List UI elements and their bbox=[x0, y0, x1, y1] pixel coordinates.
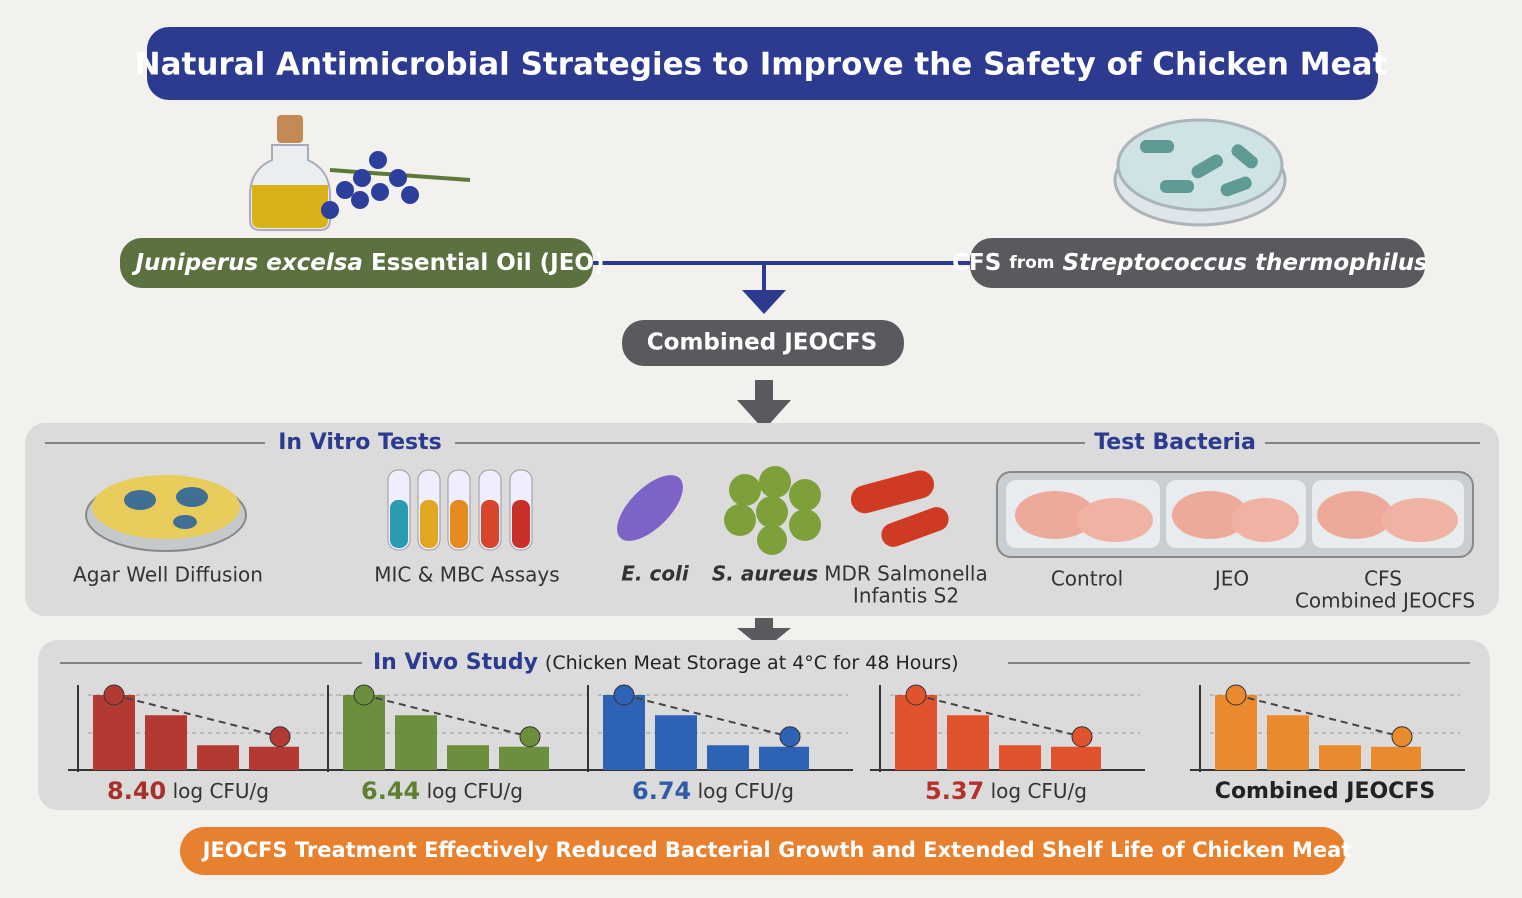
trend-dot bbox=[1391, 726, 1413, 748]
method-label: MIC & MBC Assays bbox=[374, 563, 559, 587]
illustrative-bar bbox=[145, 715, 187, 770]
title-banner bbox=[147, 27, 1378, 100]
trend-line bbox=[113, 694, 281, 738]
result-unit: log CFU/g bbox=[698, 779, 794, 803]
italic-name: Juniperus excelsa bbox=[132, 250, 363, 276]
arrow bbox=[737, 380, 791, 430]
illustrative-bar bbox=[895, 695, 937, 770]
group-label: JEO bbox=[1213, 567, 1249, 591]
source-pill bbox=[120, 238, 593, 288]
connector bbox=[593, 261, 970, 292]
mini-charts bbox=[68, 684, 1465, 772]
trend-dot bbox=[905, 684, 927, 706]
italic-name: Streptococcus thermophilus bbox=[1063, 250, 1428, 276]
result-value: 5.37 bbox=[925, 777, 984, 805]
result: 6.44 log CFU/g bbox=[361, 777, 523, 805]
illustrative-bar bbox=[249, 746, 299, 770]
illustrative-bar bbox=[655, 715, 697, 770]
illustrative-bar bbox=[999, 745, 1041, 770]
bacteria-label: MDR Salmonella bbox=[824, 562, 988, 586]
text: from bbox=[1009, 253, 1054, 273]
trend-line bbox=[1235, 694, 1403, 738]
trend-dot bbox=[103, 684, 125, 706]
bacteria-label: Infantis S2 bbox=[853, 584, 959, 608]
illustrative-bar bbox=[395, 715, 437, 770]
section-title: Test Bacteria bbox=[1094, 430, 1256, 455]
result: 5.37 log CFU/g bbox=[925, 777, 1087, 805]
result-value: 6.74 bbox=[632, 777, 691, 805]
section-title: In Vitro Tests bbox=[278, 430, 442, 455]
arrow bbox=[737, 618, 791, 650]
illustrative-bar bbox=[1051, 746, 1101, 770]
tray-icon bbox=[996, 471, 1474, 558]
text: CFS bbox=[952, 250, 1001, 276]
result-unit: log CFU/g bbox=[991, 779, 1087, 803]
bacteria-label: E. coli bbox=[621, 562, 690, 586]
conclusion: JEOCFS Treatment Effectively Reduced Bac… bbox=[201, 838, 1352, 862]
combined-label: Combined JEOCFS bbox=[647, 330, 877, 356]
trend-dot bbox=[779, 726, 801, 748]
subtitle: (Chicken Meat Storage at 4°C for 48 Hour… bbox=[545, 652, 959, 674]
illustrative-bar bbox=[707, 745, 749, 770]
tubes-icon bbox=[387, 469, 533, 551]
result-unit: log CFU/g bbox=[173, 779, 269, 803]
trend-line bbox=[363, 694, 531, 738]
source-label: CFS from Streptococcus thermophilus bbox=[952, 250, 1428, 276]
source-pill bbox=[970, 238, 1425, 288]
result-value: 6.44 bbox=[361, 777, 420, 805]
result-unit: log CFU/g bbox=[427, 779, 523, 803]
result-label: Combined JEOCFS bbox=[1215, 779, 1435, 804]
trend-line bbox=[623, 694, 791, 738]
group-label: Control bbox=[1051, 567, 1123, 591]
illustrative-bar bbox=[759, 746, 809, 770]
illustrative-bar bbox=[1215, 695, 1257, 770]
footer-banner bbox=[180, 827, 1346, 875]
agar-icon bbox=[85, 475, 247, 552]
title: Natural Antimicrobial Strategies to Impr… bbox=[135, 47, 1388, 83]
source-label: Juniperus excelsa Essential Oil (JEO) bbox=[132, 250, 605, 276]
trend-dot bbox=[269, 726, 291, 748]
arrow bbox=[742, 290, 786, 314]
text: Essential Oil (JEO) bbox=[371, 250, 605, 276]
group-label: CFS bbox=[1364, 567, 1402, 591]
illustrative-bar bbox=[343, 695, 385, 770]
illustrative-bar bbox=[1319, 745, 1361, 770]
trend-dot bbox=[353, 684, 375, 706]
salmonella-icon bbox=[850, 470, 949, 547]
illustrative-bar bbox=[947, 715, 989, 770]
trend-dot bbox=[613, 684, 635, 706]
petri-icon bbox=[1113, 118, 1287, 227]
illustrative-bar bbox=[603, 695, 645, 770]
trend-line bbox=[915, 694, 1083, 738]
trend-dot bbox=[519, 726, 541, 748]
title: In Vivo Study bbox=[373, 650, 538, 675]
result-value: 8.40 bbox=[107, 777, 166, 805]
ecoli-icon bbox=[617, 475, 683, 541]
group-label: Combined JEOCFS bbox=[1295, 589, 1475, 613]
section-title: In Vivo Study (Chicken Meat Storage at 4… bbox=[373, 650, 959, 675]
result: 8.40 log CFU/g bbox=[107, 777, 269, 805]
illustrative-bar bbox=[447, 745, 489, 770]
saureus-icon bbox=[724, 466, 821, 555]
trend-dot bbox=[1071, 726, 1093, 748]
illustrative-bar bbox=[499, 746, 549, 770]
method-label: Agar Well Diffusion bbox=[73, 563, 263, 587]
trend-dot bbox=[1225, 684, 1247, 706]
bacteria-label: S. aureus bbox=[712, 562, 818, 586]
oil-icon bbox=[249, 115, 471, 231]
illustrative-bar bbox=[197, 745, 239, 770]
illustrative-bar bbox=[1267, 715, 1309, 770]
result: 6.74 log CFU/g bbox=[632, 777, 794, 805]
combined-pill bbox=[622, 320, 904, 366]
illustrative-bar bbox=[1371, 746, 1421, 770]
illustrative-bar bbox=[93, 695, 135, 770]
